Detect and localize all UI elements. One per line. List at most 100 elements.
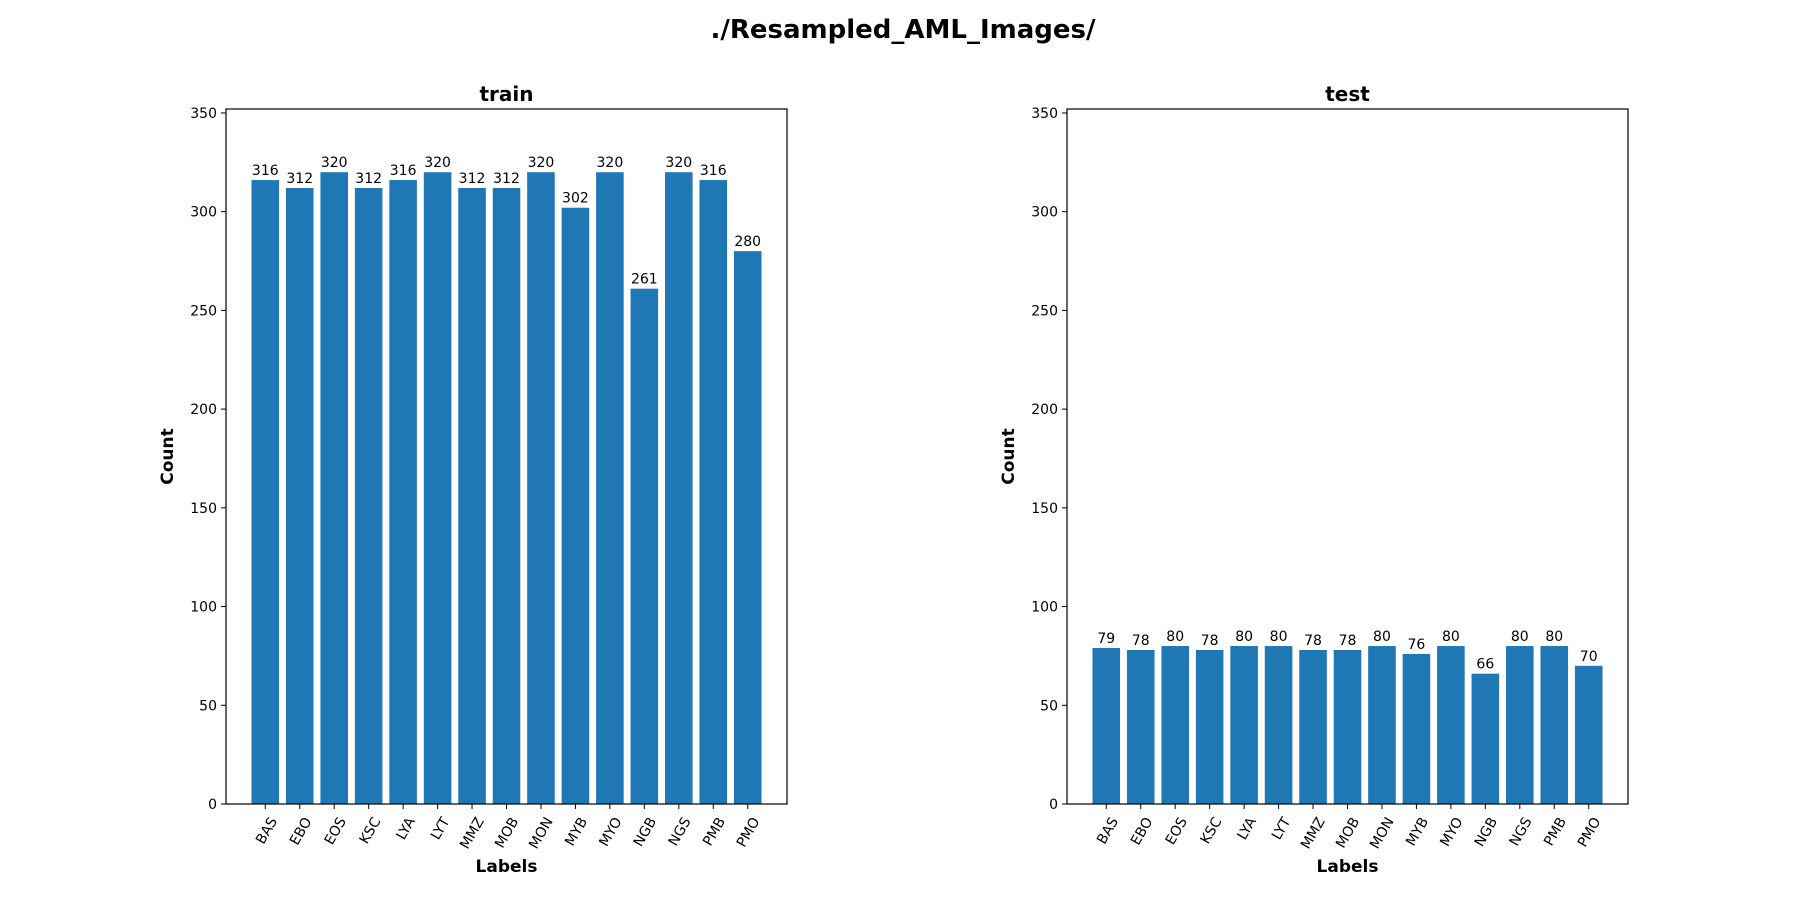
x-tick-label: PMO: [734, 815, 764, 850]
bar-value-label: 320: [424, 155, 451, 171]
x-tick-label: KSC: [1198, 815, 1226, 847]
bar-ksc: [1195, 649, 1224, 804]
x-tick-label: EBO: [1128, 815, 1156, 848]
y-tick-label: 0: [208, 797, 217, 813]
x-tick-label: NGS: [666, 815, 695, 849]
bar-pmo: [1574, 665, 1603, 804]
x-tick-label: KSC: [357, 815, 385, 847]
axes-title-1: test: [1325, 82, 1370, 106]
y-axis-label: Count: [999, 428, 1019, 485]
x-tick-label: MON: [1367, 815, 1398, 852]
bar-value-label: 316: [390, 163, 417, 179]
bar-value-label: 316: [700, 163, 727, 179]
bar-value-label: 302: [562, 191, 589, 207]
x-tick-label: MYB: [1403, 815, 1432, 849]
y-tick-label: 250: [1031, 303, 1058, 319]
bar-mmz: [1299, 649, 1327, 804]
bar-pmo: [733, 251, 762, 805]
y-tick-label: 50: [1040, 698, 1058, 714]
bar-pmb: [1540, 646, 1569, 804]
bar-value-label: 280: [734, 234, 761, 250]
x-tick-label: MYO: [596, 815, 625, 850]
x-axis-label: Labels: [1317, 857, 1379, 877]
y-tick-label: 150: [190, 501, 217, 517]
bar-pmb: [699, 180, 728, 805]
x-tick-label: MYO: [1437, 815, 1466, 850]
bar-ksc: [354, 187, 383, 804]
bar-myb: [561, 207, 590, 805]
bar-value-label: 312: [459, 171, 486, 187]
x-tick-label: NGB: [631, 815, 660, 850]
y-axis-label: Count: [158, 428, 178, 485]
train-panel: train 316 BAS 312 EBO 320 EOS 312 KSC 316 LYA 320 LY…: [158, 82, 788, 877]
bar-lya: [1230, 646, 1258, 804]
bar-value-label: 80: [1545, 629, 1563, 645]
bar-mon: [1368, 646, 1396, 804]
y-tick-label: 250: [190, 303, 217, 319]
bar-value-label: 80: [1166, 629, 1184, 645]
x-tick-label: NGS: [1507, 815, 1536, 849]
bar-value-label: 320: [597, 155, 624, 171]
y-tick-label: 200: [190, 402, 217, 418]
y-tick-label: 200: [1031, 402, 1058, 418]
bar-mmz: [458, 187, 486, 804]
y-tick-label: 300: [1031, 205, 1058, 221]
bar-value-label: 312: [355, 171, 382, 187]
y-tick-label: 350: [190, 106, 217, 122]
bar-value-label: 320: [321, 155, 348, 171]
bar-value-label: 80: [1235, 629, 1253, 645]
bar-mon: [527, 172, 555, 804]
x-tick-label: MON: [526, 815, 557, 852]
bar-value-label: 80: [1511, 629, 1529, 645]
y-tick-label: 100: [1031, 600, 1058, 616]
bar-myo: [596, 172, 624, 804]
x-tick-label: MMZ: [457, 815, 488, 852]
bar-value-label: 78: [1304, 633, 1322, 649]
figure-title: ./Resampled_AML_Images/: [711, 15, 1097, 45]
bar-lyt: [1264, 646, 1293, 804]
x-tick-label: MOB: [492, 815, 522, 851]
bar-myb: [1402, 653, 1431, 804]
x-tick-label: EOS: [322, 815, 350, 848]
bar-value-label: 70: [1580, 649, 1598, 665]
bar-eos: [320, 172, 348, 804]
x-tick-label: PMO: [1575, 815, 1605, 850]
bar-value-label: 320: [665, 155, 692, 171]
test-panel: test 79 BAS 78 EBO 80 EOS 78 KSC 80 LYA 80 LYT 78 MMZ 7…: [999, 82, 1629, 877]
bar-value-label: 80: [1373, 629, 1391, 645]
bar-ngb: [1471, 673, 1500, 804]
bar-value-label: 320: [528, 155, 555, 171]
axes-title-0: train: [479, 82, 533, 106]
bar-value-label: 316: [252, 163, 279, 179]
x-tick-label: LYT: [428, 814, 454, 842]
bar-value-label: 80: [1442, 629, 1460, 645]
bar-bas: [251, 180, 280, 805]
bar-ebo: [285, 187, 314, 804]
bar-ebo: [1126, 649, 1155, 804]
bar-eos: [1161, 646, 1189, 804]
x-tick-label: BAS: [253, 815, 281, 847]
bar-mob: [492, 187, 521, 804]
y-tick-label: 0: [1049, 797, 1058, 813]
x-tick-label: EBO: [287, 815, 315, 848]
x-tick-label: LYT: [1269, 814, 1295, 842]
y-tick-label: 300: [190, 205, 217, 221]
bar-ngs: [1506, 646, 1534, 804]
x-tick-label: MMZ: [1298, 815, 1329, 852]
x-tick-label: EOS: [1163, 815, 1191, 848]
bar-bas: [1092, 648, 1121, 804]
bar-value-label: 78: [1201, 633, 1219, 649]
axes-frame: [1066, 108, 1629, 805]
bar-value-label: 76: [1408, 637, 1426, 653]
bar-value-label: 312: [493, 171, 520, 187]
y-tick-label: 350: [1031, 106, 1058, 122]
bar-ngs: [665, 172, 693, 804]
bar-value-label: 261: [631, 272, 658, 288]
x-tick-label: MOB: [1333, 815, 1363, 851]
y-tick-label: 100: [190, 600, 217, 616]
x-tick-label: PMB: [700, 815, 729, 849]
bar-value-label: 80: [1270, 629, 1288, 645]
x-tick-label: LYA: [394, 814, 420, 842]
x-axis-label: Labels: [476, 857, 538, 877]
